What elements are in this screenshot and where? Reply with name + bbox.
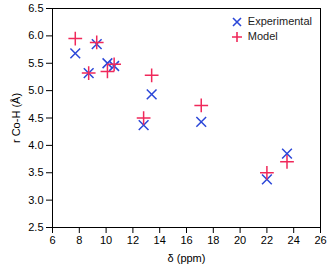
html-text:Model: Model	[247, 30, 278, 42]
svg-text:4.5: 4.5	[28, 112, 43, 124]
svg-text:6: 6	[49, 234, 55, 246]
svg-text:5.5: 5.5	[28, 57, 43, 69]
svg-text:22: 22	[261, 234, 273, 246]
svg-text:26: 26	[314, 234, 326, 246]
svg-text:6.5: 6.5	[28, 2, 43, 14]
svg-text:4.0: 4.0	[28, 139, 43, 151]
svg-text:δ (ppm): δ (ppm)	[168, 252, 206, 264]
svg-text:14: 14	[154, 234, 166, 246]
svg-text:3.0: 3.0	[28, 194, 43, 206]
svg-text:r Co-H (Å): r Co-H (Å)	[10, 93, 22, 143]
svg-text:18: 18	[207, 234, 219, 246]
svg-text:20: 20	[234, 234, 246, 246]
svg-text:10: 10	[100, 234, 112, 246]
svg-text:6.0: 6.0	[28, 29, 43, 41]
html-text:Experimental: Experimental	[247, 15, 312, 27]
svg-text:2.5: 2.5	[28, 221, 43, 233]
svg-text:5.0: 5.0	[28, 84, 43, 96]
svg-text:16: 16	[180, 234, 192, 246]
svg-text:24: 24	[288, 234, 300, 246]
svg-text:8: 8	[76, 234, 82, 246]
svg-text:12: 12	[127, 234, 139, 246]
svg-text:3.5: 3.5	[28, 166, 43, 178]
